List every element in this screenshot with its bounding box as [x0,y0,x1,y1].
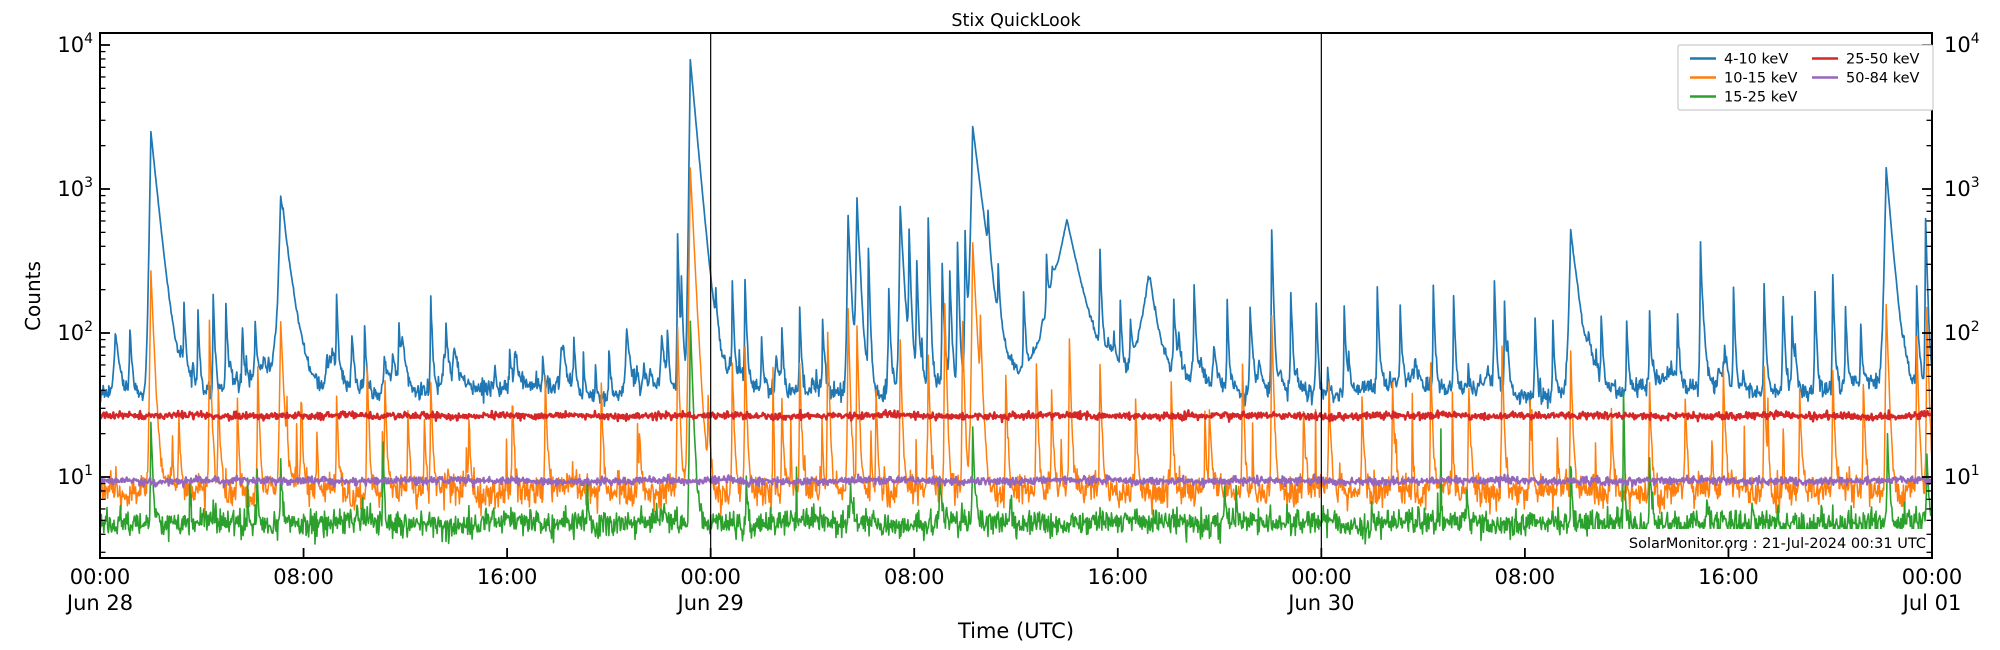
legend-label: 15-25 keV [1724,90,1798,106]
legend-entry-15-25-keV: 15-25 keV [1690,90,1798,106]
y-tick-label: 101 [1944,463,1980,489]
series-line-4-10-keV [100,58,1932,409]
x-tick-label: 00:00 [680,565,741,589]
x-tick-label: 16:00 [1698,565,1759,589]
x-tick-day-label: Jul 01 [1901,591,1962,615]
legend-entry-50-84-keV: 50-84 keV [1812,71,1920,87]
y-tick-label: 103 [1944,175,1980,201]
legend: 4-10 keV 10-15 keV 15-25 keV 25-50 keV 50-84… [1677,44,1934,111]
x-tick-label: 08:00 [1495,565,1556,589]
y-tick-label: 103 [57,175,93,201]
x-tick-day-label: Jun 30 [1286,591,1354,615]
x-tick-day-label: Jun 28 [65,591,133,615]
y-tick-label: 104 [1944,31,1980,57]
x-tick-label: 08:00 [884,565,945,589]
x-tick-label: 00:00 [1902,565,1963,589]
x-tick-label: 00:00 [70,565,131,589]
watermark-text: SolarMonitor.org : 21-Jul-2024 00:31 UTC [1629,536,1926,552]
legend-entry-10-15-keV: 10-15 keV [1690,71,1798,87]
legend-label: 4-10 keV [1724,52,1788,68]
y-tick-label: 102 [1944,319,1980,345]
watermark: SolarMonitor.org : 21-Jul-2024 00:31 UTC [1588,529,1933,556]
x-tick-label: 00:00 [1291,565,1352,589]
plot-frame [99,32,1933,559]
legend-entry-25-50-keV: 25-50 keV [1812,52,1920,68]
x-tick-label: 08:00 [273,565,334,589]
x-tick-label: 16:00 [1088,565,1149,589]
watermark-background [1588,529,1933,556]
chart-title: Stix QuickLook [951,11,1081,31]
series-line-15-25-keV [100,320,1932,548]
x-axis-label: Time (UTC) [957,619,1074,643]
legend-box [1677,44,1934,111]
legend-label: 50-84 keV [1846,71,1920,87]
series-line-50-84-keV [100,473,1932,489]
legend-label: 10-15 keV [1724,71,1798,87]
plot-data-layer [100,33,1932,558]
y-tick-label: 102 [57,319,93,345]
x-tick-day-label: Jun 29 [676,591,744,615]
legend-entry-4-10-keV: 4-10 keV [1690,52,1788,68]
legend-label: 25-50 keV [1846,52,1920,68]
series-line-10-15-keV [100,167,1932,517]
y-axis-label: Counts [21,261,45,331]
y-tick-label: 101 [57,463,93,489]
x-tick-label: 16:00 [477,565,538,589]
y-tick-label: 104 [57,31,93,57]
series-line-25-50-keV [100,408,1932,424]
